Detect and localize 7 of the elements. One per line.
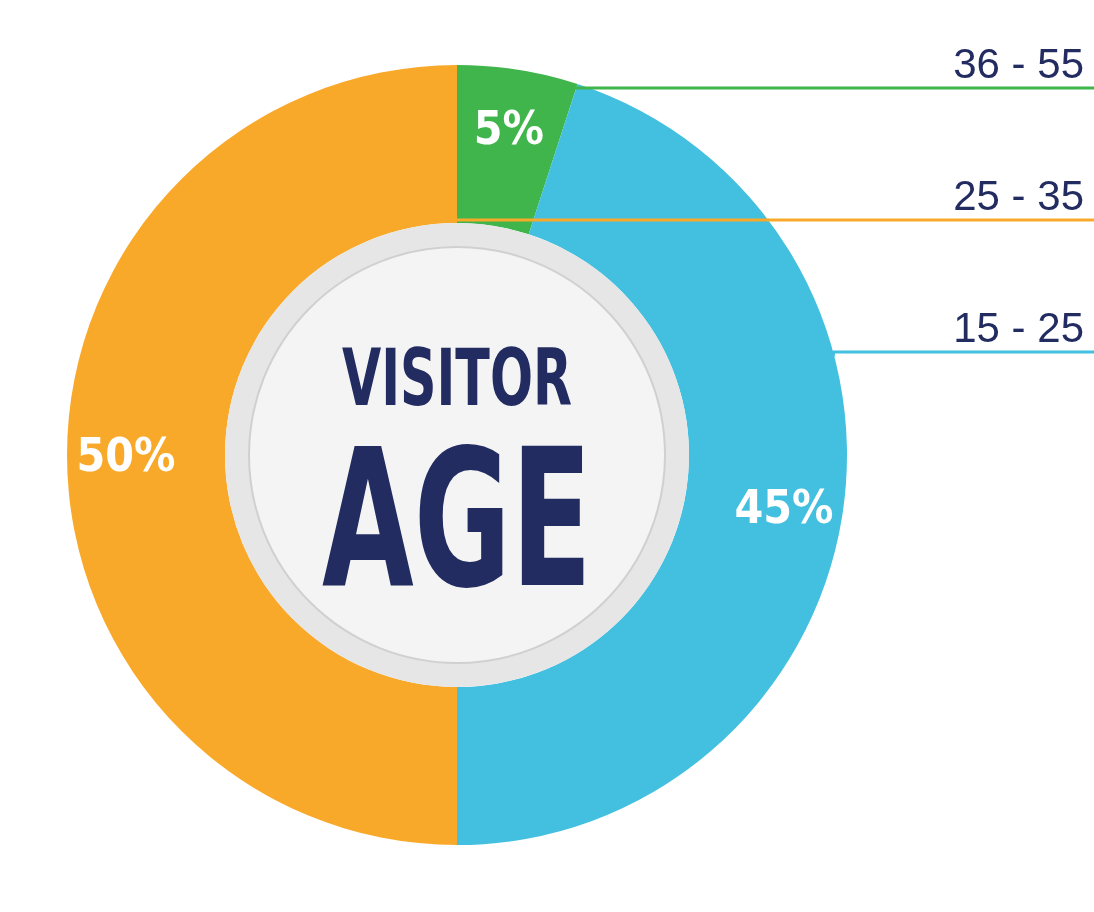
slice-label: 36 - 55	[953, 40, 1084, 87]
data-label: 50%	[76, 428, 176, 482]
data-label: 45%	[734, 479, 834, 534]
slice-label: 25 - 35	[953, 172, 1084, 219]
data-label: 5%	[473, 101, 544, 156]
text: VISITOR AGE	[322, 333, 712, 630]
slice-label: 15 - 25	[953, 304, 1084, 351]
